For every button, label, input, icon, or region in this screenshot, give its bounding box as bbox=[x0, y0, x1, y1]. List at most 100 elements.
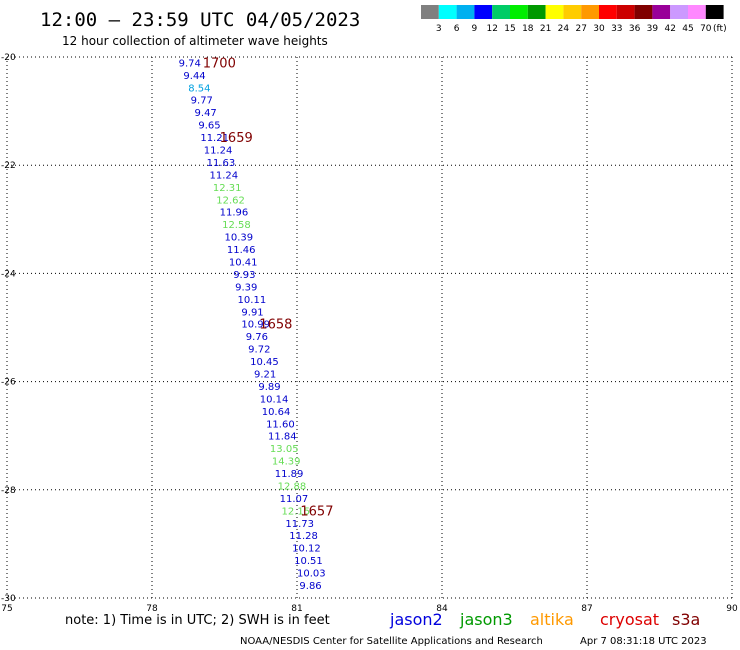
colorbar-label: 45 bbox=[682, 24, 693, 34]
swh-value: 12.88 bbox=[278, 481, 307, 492]
swh-value: 10.14 bbox=[260, 394, 289, 405]
time-mark: 1700 bbox=[203, 56, 236, 71]
swh-value: 9.93 bbox=[233, 270, 255, 281]
chart-subtitle: 12 hour collection of altimeter wave hei… bbox=[62, 34, 328, 48]
colorbar-label: 6 bbox=[454, 24, 460, 34]
colorbar-label: 9 bbox=[472, 24, 478, 34]
y-tick-label: -24 bbox=[1, 269, 16, 279]
y-tick-label: -22 bbox=[1, 161, 16, 171]
colorbar-swatch bbox=[492, 5, 510, 19]
x-tick-label: 81 bbox=[291, 604, 302, 614]
colorbar-swatch bbox=[527, 5, 546, 19]
swh-value: 11.96 bbox=[220, 208, 249, 219]
colorbar-label: 15 bbox=[504, 24, 515, 34]
swh-value: 9.77 bbox=[191, 96, 213, 107]
y-tick-label: -28 bbox=[1, 486, 16, 496]
colorbar-swatch bbox=[652, 5, 671, 19]
swh-value: 9.76 bbox=[246, 332, 268, 343]
plot-grid bbox=[7, 57, 732, 598]
colorbar-swatch bbox=[421, 5, 439, 19]
colorbar-swatch bbox=[474, 5, 493, 19]
satellite-cryosat: cryosat bbox=[600, 610, 659, 629]
swh-value: 11.73 bbox=[285, 519, 314, 530]
swh-value: 10.45 bbox=[250, 357, 279, 368]
colorbar-swatch bbox=[599, 5, 617, 19]
swh-value: 9.47 bbox=[195, 108, 217, 119]
swh-value: 10.41 bbox=[229, 257, 258, 268]
time-mark: 1659 bbox=[220, 131, 253, 146]
colorbar-swatch bbox=[705, 5, 724, 19]
footer-credit: NOAA/NESDIS Center for Satellite Applica… bbox=[240, 636, 543, 647]
chart-title: 12:00 — 23:59 UTC 04/05/2023 bbox=[40, 9, 360, 31]
y-tick-label: -20 bbox=[1, 53, 16, 63]
colorbar-label: 36 bbox=[629, 24, 641, 34]
data-points: 9.749.448.549.779.479.6511.2111.2411.631… bbox=[179, 58, 326, 592]
footer-note: note: 1) Time is in UTC; 2) SWH is in fe… bbox=[65, 613, 330, 628]
swh-value: 11.84 bbox=[268, 432, 297, 443]
swh-value: 11.89 bbox=[275, 469, 304, 480]
footer-timestamp: Apr 7 08:31:18 UTC 2023 bbox=[580, 636, 707, 647]
swh-value: 10.39 bbox=[225, 233, 254, 244]
swh-value: 10.11 bbox=[238, 295, 267, 306]
colorbar-swatch bbox=[510, 5, 528, 19]
colorbar-label: 27 bbox=[575, 24, 586, 34]
time-marks: 1700 1659 1658 1657 bbox=[203, 56, 334, 519]
colorbar-label: 21 bbox=[540, 24, 551, 34]
swh-value: 8.54 bbox=[188, 83, 210, 94]
colorbar-unit: (ft) bbox=[713, 24, 727, 34]
swh-value: 11.60 bbox=[266, 419, 295, 430]
swh-value: 11.24 bbox=[210, 170, 239, 181]
swh-value: 10.12 bbox=[292, 544, 321, 555]
swh-value: 11.24 bbox=[204, 146, 233, 157]
swh-value: 12.58 bbox=[222, 220, 251, 231]
colorbar-legend: 3 6 9 12 15 18 21 24 27 30 33 36 39 42 45 70 (ft) bbox=[421, 5, 727, 34]
x-tick-label: 87 bbox=[581, 604, 592, 614]
swh-value: 11.28 bbox=[289, 531, 318, 542]
colorbar-label: 39 bbox=[647, 24, 659, 34]
plot-axes: 75 78 81 84 87 90 -20 -22 -24 -26 -28 -30 bbox=[1, 53, 738, 614]
colorbar-swatch bbox=[545, 5, 564, 19]
swh-value: 9.44 bbox=[183, 71, 205, 82]
swh-value: 9.86 bbox=[299, 581, 321, 592]
swh-value: 9.65 bbox=[198, 121, 220, 132]
swh-value: 14.39 bbox=[272, 457, 301, 468]
colorbar-label: 18 bbox=[522, 24, 534, 34]
swh-value: 9.89 bbox=[258, 382, 280, 393]
swh-value: 9.91 bbox=[241, 307, 263, 318]
swh-value: 10.51 bbox=[294, 556, 323, 567]
satellite-jason3: jason3 bbox=[459, 610, 513, 629]
colorbar-label: 33 bbox=[611, 24, 622, 34]
y-tick-label: -26 bbox=[1, 378, 16, 388]
satellite-s3a: s3a bbox=[672, 610, 700, 629]
swh-value: 10.64 bbox=[262, 407, 291, 418]
x-tick-label: 78 bbox=[146, 604, 158, 614]
swh-value: 9.74 bbox=[179, 58, 201, 69]
colorbar-swatch bbox=[634, 5, 653, 19]
colorbar-label: 12 bbox=[486, 24, 497, 34]
swh-value: 11.07 bbox=[280, 494, 309, 505]
colorbar-swatch bbox=[670, 5, 688, 19]
colorbar-swatch bbox=[456, 5, 475, 19]
colorbar-swatch bbox=[688, 5, 706, 19]
swh-value: 9.39 bbox=[235, 282, 257, 293]
colorbar-label: 42 bbox=[664, 24, 675, 34]
swh-value: 12.31 bbox=[213, 183, 242, 194]
swh-value: 13.05 bbox=[270, 444, 299, 455]
swh-value: 11.21 bbox=[200, 133, 229, 144]
x-tick-label: 75 bbox=[1, 604, 12, 614]
x-tick-label: 90 bbox=[726, 604, 738, 614]
satellite-jason2: jason2 bbox=[389, 610, 443, 629]
swh-value: 10.03 bbox=[297, 569, 326, 580]
time-mark: 1657 bbox=[300, 504, 333, 519]
swh-value: 11.46 bbox=[227, 245, 256, 256]
swh-value: 12.62 bbox=[216, 195, 245, 206]
swh-value: 12.15 bbox=[282, 506, 311, 517]
swh-value: 11.63 bbox=[207, 158, 236, 169]
colorbar-label: 3 bbox=[436, 24, 442, 34]
swh-value: 9.72 bbox=[248, 345, 270, 356]
colorbar-label: 30 bbox=[593, 24, 605, 34]
swh-value: 10.99 bbox=[241, 320, 270, 331]
satellite-legend: jason2 jason3 altika cryosat s3a bbox=[389, 610, 700, 629]
satellite-altika: altika bbox=[530, 610, 574, 629]
